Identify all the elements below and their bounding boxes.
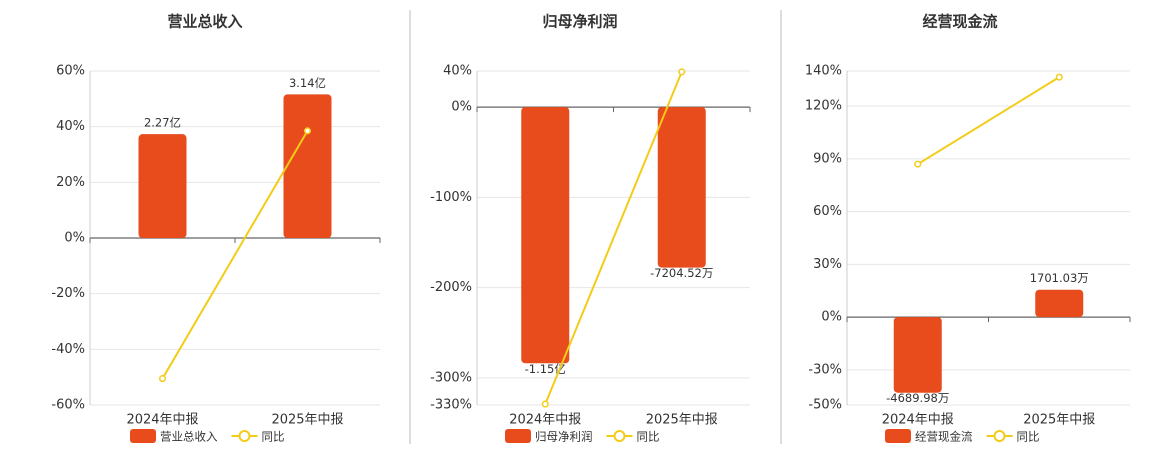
value-label: 2.27亿	[144, 116, 181, 130]
x-tick-label: 2024年中报	[126, 413, 198, 428]
line-point	[914, 160, 922, 168]
y-tick-label: -20%	[51, 286, 85, 301]
y-tick-label: -40%	[51, 342, 85, 357]
bar	[138, 134, 187, 238]
value-label: -4689.98万	[886, 391, 949, 405]
x-tick-label: 2025年中报	[646, 413, 718, 428]
y-tick-label: -330%	[430, 398, 472, 413]
y-tick-label: -300%	[430, 370, 472, 385]
legend-label: 经营现金流	[915, 430, 973, 444]
line-point	[158, 375, 167, 383]
legend-swatch	[613, 430, 626, 442]
line-point	[541, 400, 549, 408]
legend-label: 同比	[262, 430, 285, 444]
x-tick-label: 2025年中报	[271, 413, 343, 428]
legend-label: 营业总收入	[160, 430, 218, 444]
line-point	[1055, 73, 1063, 81]
legend-swatch	[885, 429, 911, 443]
y-tick-label: 120%	[805, 99, 842, 114]
x-tick-label: 2025年中报	[1023, 413, 1095, 428]
y-tick-label: 40%	[56, 119, 85, 134]
y-tick-label: 0%	[64, 231, 85, 246]
chart-title: 归母净利润	[542, 13, 617, 31]
legend-swatch	[130, 429, 156, 443]
bar	[521, 107, 570, 364]
legend-swatch	[505, 429, 531, 443]
line-point	[303, 127, 312, 135]
line	[161, 130, 309, 380]
y-tick-label: -30%	[808, 362, 842, 377]
legend-swatch	[238, 430, 251, 442]
y-tick-label: -50%	[808, 398, 842, 413]
y-tick-label: 20%	[56, 175, 85, 190]
value-label: 1701.03万	[1030, 271, 1089, 285]
y-tick-label: -60%	[51, 398, 85, 413]
legend-swatch	[993, 430, 1006, 442]
line-point	[678, 68, 686, 76]
y-tick-label: 0%	[451, 100, 472, 115]
value-label: -1.15亿	[525, 362, 566, 376]
legend-label: 同比	[637, 430, 660, 444]
bar	[657, 107, 706, 268]
y-tick-label: 60%	[813, 204, 842, 219]
legend-label: 归母净利润	[535, 430, 593, 444]
line	[917, 76, 1060, 166]
bar	[1035, 289, 1084, 318]
y-tick-label: 60%	[56, 64, 85, 79]
y-tick-label: 0%	[821, 310, 842, 325]
bar	[893, 317, 942, 393]
chart-title: 经营现金流	[922, 13, 997, 31]
value-label: 3.14亿	[289, 76, 326, 90]
line	[544, 71, 683, 405]
x-tick-label: 2024年中报	[882, 413, 954, 428]
bar	[283, 94, 332, 238]
value-label: -7204.52万	[650, 266, 713, 280]
y-tick-label: 40%	[443, 64, 472, 79]
y-tick-label: -100%	[430, 190, 472, 205]
y-tick-label: -200%	[430, 280, 472, 295]
y-tick-label: 90%	[813, 151, 842, 166]
y-tick-label: 140%	[805, 64, 842, 79]
legend-label: 同比	[1017, 430, 1040, 444]
y-tick-label: 30%	[813, 257, 842, 272]
x-tick-label: 2024年中报	[509, 413, 581, 428]
chart-title: 营业总收入	[167, 13, 242, 31]
